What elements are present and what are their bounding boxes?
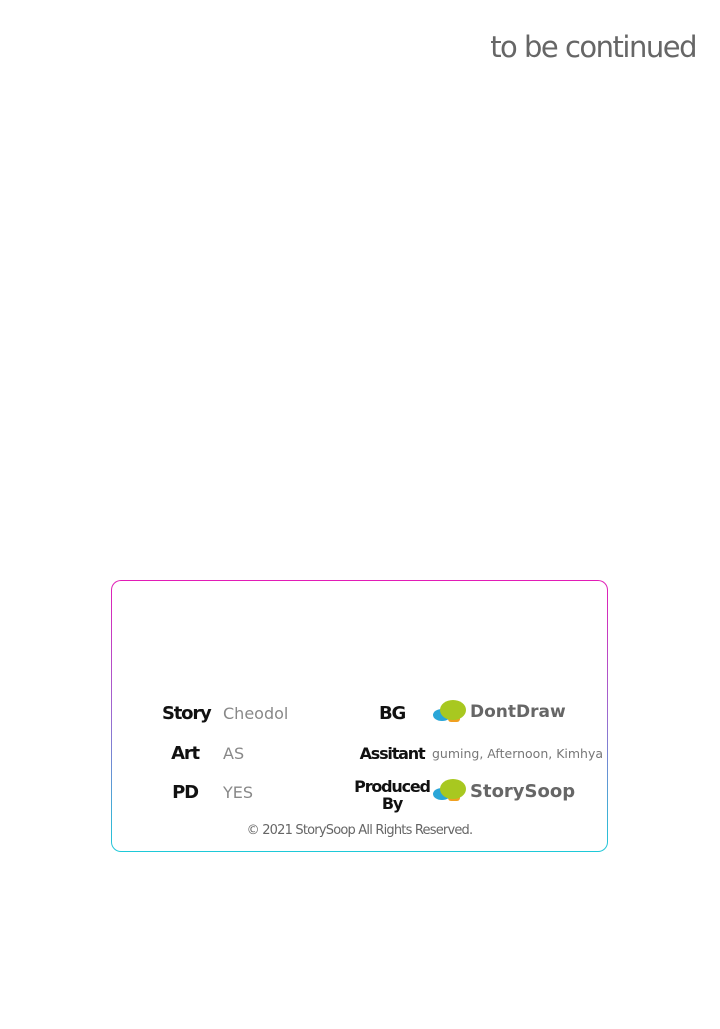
art-value: AS <box>223 744 245 763</box>
story-label: Story <box>162 703 212 724</box>
dontdraw-logo-text: DontDraw <box>470 702 566 722</box>
storysoop-logo-text: StorySoop <box>470 780 576 802</box>
assistant-label: Assitant <box>359 744 426 763</box>
copyright-text: © 2021 StorySoop All Rights Reserved. <box>246 823 473 838</box>
speech-bubbles-icon <box>433 779 466 801</box>
produced-label-line2: By <box>381 794 403 813</box>
dontdraw-logo: DontDraw <box>432 699 566 725</box>
art-label: Art <box>171 743 200 764</box>
storysoop-logo: StorySoop <box>432 778 575 804</box>
assistant-value: guming, Afternoon, Kimhya <box>432 746 604 761</box>
pd-label: PD <box>172 782 199 803</box>
credits-card: Story Cheodol Art AS PD YES BG DontDraw … <box>111 580 608 852</box>
speech-bubbles-icon <box>433 700 466 722</box>
story-value: Cheodol <box>223 704 289 723</box>
bg-label: BG <box>378 703 406 724</box>
produced-label-line1: Produced <box>354 777 431 796</box>
pd-value: YES <box>223 783 254 802</box>
to-be-continued-text: to be continued <box>490 30 697 64</box>
produced-by-label: Produced By <box>352 778 432 812</box>
